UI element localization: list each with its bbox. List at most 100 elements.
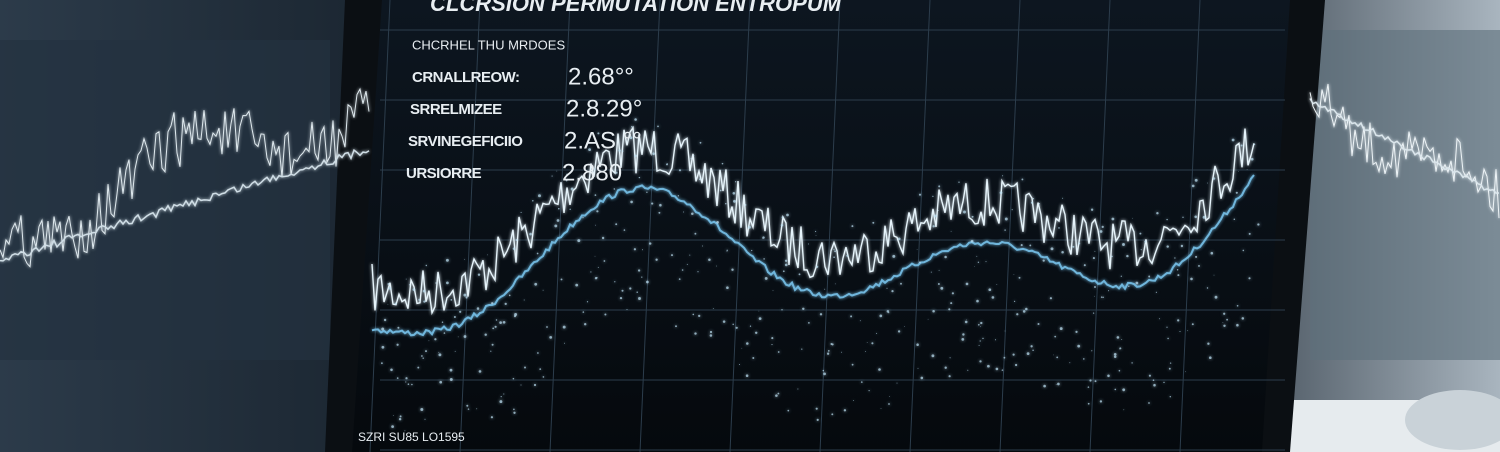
particle	[532, 200, 534, 202]
particle	[538, 194, 541, 198]
particle	[1148, 374, 1151, 377]
particle	[1210, 251, 1214, 255]
particle	[1246, 169, 1248, 170]
particle	[1248, 277, 1251, 280]
particle	[1022, 310, 1026, 313]
particle	[1001, 369, 1004, 371]
waveform	[0, 87, 370, 268]
particle	[405, 381, 407, 383]
particle	[1092, 312, 1095, 314]
particle	[556, 170, 558, 172]
particle	[735, 326, 738, 329]
particle	[421, 355, 423, 357]
particle	[1004, 229, 1006, 231]
particle	[980, 321, 983, 325]
particle	[1094, 250, 1096, 252]
particle	[570, 187, 574, 191]
grid-line	[729, 0, 751, 452]
particle	[970, 239, 974, 243]
particle	[646, 191, 648, 193]
particle	[937, 283, 940, 285]
particle	[708, 258, 711, 261]
particle	[1169, 362, 1172, 364]
particle	[1153, 383, 1156, 387]
particle	[931, 354, 935, 358]
particle	[408, 284, 410, 286]
particle	[721, 162, 724, 165]
particle	[641, 276, 643, 278]
particle	[438, 353, 442, 357]
grid-line	[459, 0, 481, 452]
screen-subtitle: CHCRHEL THU MRDOES	[412, 37, 565, 52]
particle	[864, 350, 866, 352]
particle	[1061, 251, 1064, 254]
particle	[1025, 307, 1028, 311]
particle	[880, 408, 882, 409]
particle	[1166, 218, 1168, 221]
particle	[995, 367, 999, 371]
particle	[786, 213, 789, 217]
particle	[950, 302, 953, 305]
particle	[425, 350, 427, 353]
particle	[980, 326, 982, 328]
particle	[534, 282, 538, 286]
particle	[1054, 335, 1057, 338]
particle	[1099, 230, 1103, 233]
particle	[615, 171, 618, 174]
particle	[1185, 371, 1186, 373]
particle	[405, 278, 407, 280]
readout-label: URSIORRE	[406, 165, 482, 182]
particle	[646, 280, 649, 284]
particle	[503, 393, 505, 395]
particle	[879, 314, 883, 318]
particle	[916, 249, 918, 250]
particle	[1182, 216, 1184, 218]
particle	[633, 248, 637, 251]
particle	[484, 333, 487, 336]
particle	[1213, 274, 1215, 276]
particle	[1148, 402, 1150, 404]
particle	[868, 390, 870, 392]
particle	[1093, 295, 1095, 297]
particle	[1135, 281, 1139, 285]
particle	[466, 404, 469, 407]
particle	[891, 289, 894, 293]
particle	[834, 283, 836, 285]
particle	[629, 287, 632, 290]
particle	[699, 141, 702, 144]
particle	[636, 291, 638, 294]
particle	[394, 302, 397, 305]
particle	[499, 321, 502, 324]
particle	[476, 307, 480, 310]
screen-grid	[369, 0, 1285, 452]
particle	[491, 302, 494, 305]
particle	[1131, 362, 1133, 364]
particle	[1207, 182, 1208, 184]
particle	[1242, 249, 1245, 252]
particle	[595, 224, 596, 226]
particle	[614, 281, 616, 283]
particle	[1077, 344, 1081, 348]
particle	[1139, 232, 1142, 235]
particle	[787, 409, 790, 412]
particle	[499, 400, 503, 404]
grid-line	[999, 0, 1021, 452]
particle	[976, 299, 979, 303]
particle	[964, 320, 968, 324]
particle	[976, 255, 978, 257]
readout-value: 2.880	[562, 159, 622, 186]
particle	[827, 350, 830, 352]
particle	[1038, 203, 1041, 205]
particle	[1091, 350, 1093, 352]
particle	[1108, 290, 1110, 292]
particle	[1177, 274, 1180, 277]
particle	[1030, 345, 1033, 348]
particle	[1248, 232, 1251, 235]
particle	[1119, 348, 1121, 350]
particle	[819, 313, 823, 316]
particle	[777, 351, 780, 353]
particle	[1042, 259, 1045, 262]
particle	[1003, 356, 1006, 359]
particle	[675, 325, 677, 328]
particle	[422, 289, 426, 293]
